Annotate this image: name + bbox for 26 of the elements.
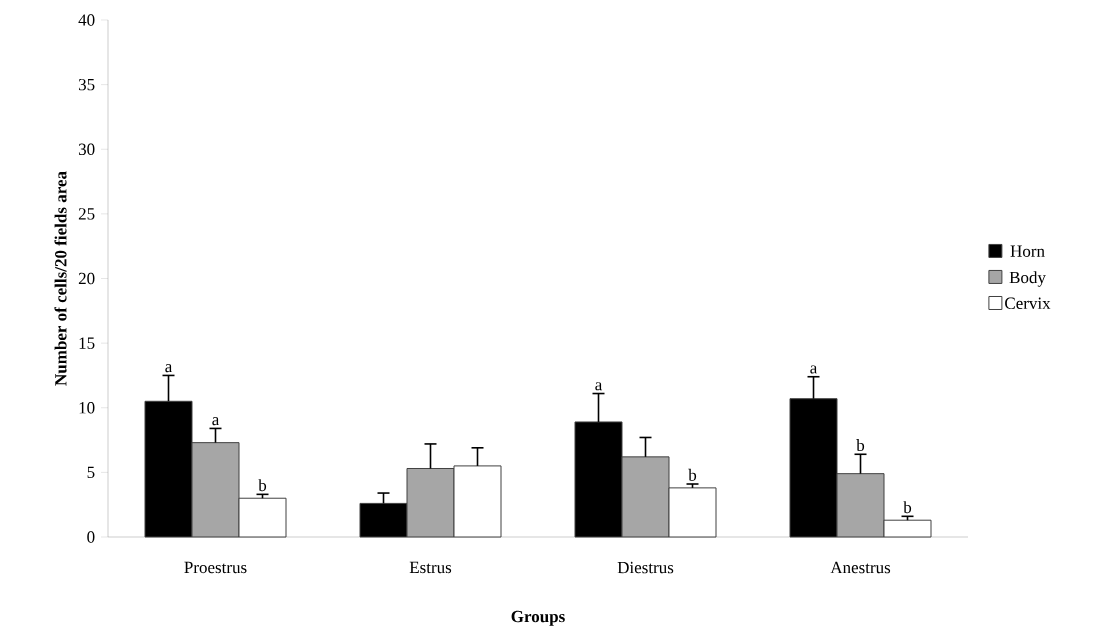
y-tick-label: 25 <box>78 208 95 220</box>
data-label: b <box>258 479 267 492</box>
x-tick-label: Proestrus <box>184 561 247 574</box>
y-tick-label: 30 <box>78 143 95 155</box>
data-label: b <box>856 439 865 452</box>
y-axis-title: Number of cells/20 fields area <box>54 171 67 386</box>
y-tick-label: 40 <box>78 14 95 26</box>
data-label: a <box>212 417 220 426</box>
x-axis-title: Groups <box>511 610 565 626</box>
legend-label: Body <box>1009 271 1046 287</box>
legend-label: Horn <box>1010 245 1045 257</box>
y-tick-label: 0 <box>87 531 95 543</box>
y-tick-label: 20 <box>78 272 95 285</box>
data-label: b <box>688 468 697 481</box>
x-tick-label: Diestrus <box>617 561 674 574</box>
x-tick-label: Anestrus <box>830 561 891 574</box>
y-tick-label: 10 <box>79 402 95 414</box>
data-label: a <box>595 382 603 391</box>
y-tick-label: 15 <box>79 337 95 349</box>
data-label: b <box>903 501 912 514</box>
x-tick-label: Estrus <box>409 561 452 574</box>
legend-label: Cervix <box>1005 297 1051 310</box>
y-tick-label: 35 <box>78 78 95 91</box>
data-label: a <box>165 364 173 373</box>
data-label: a <box>810 365 818 374</box>
y-tick-label: 5 <box>87 466 95 479</box>
